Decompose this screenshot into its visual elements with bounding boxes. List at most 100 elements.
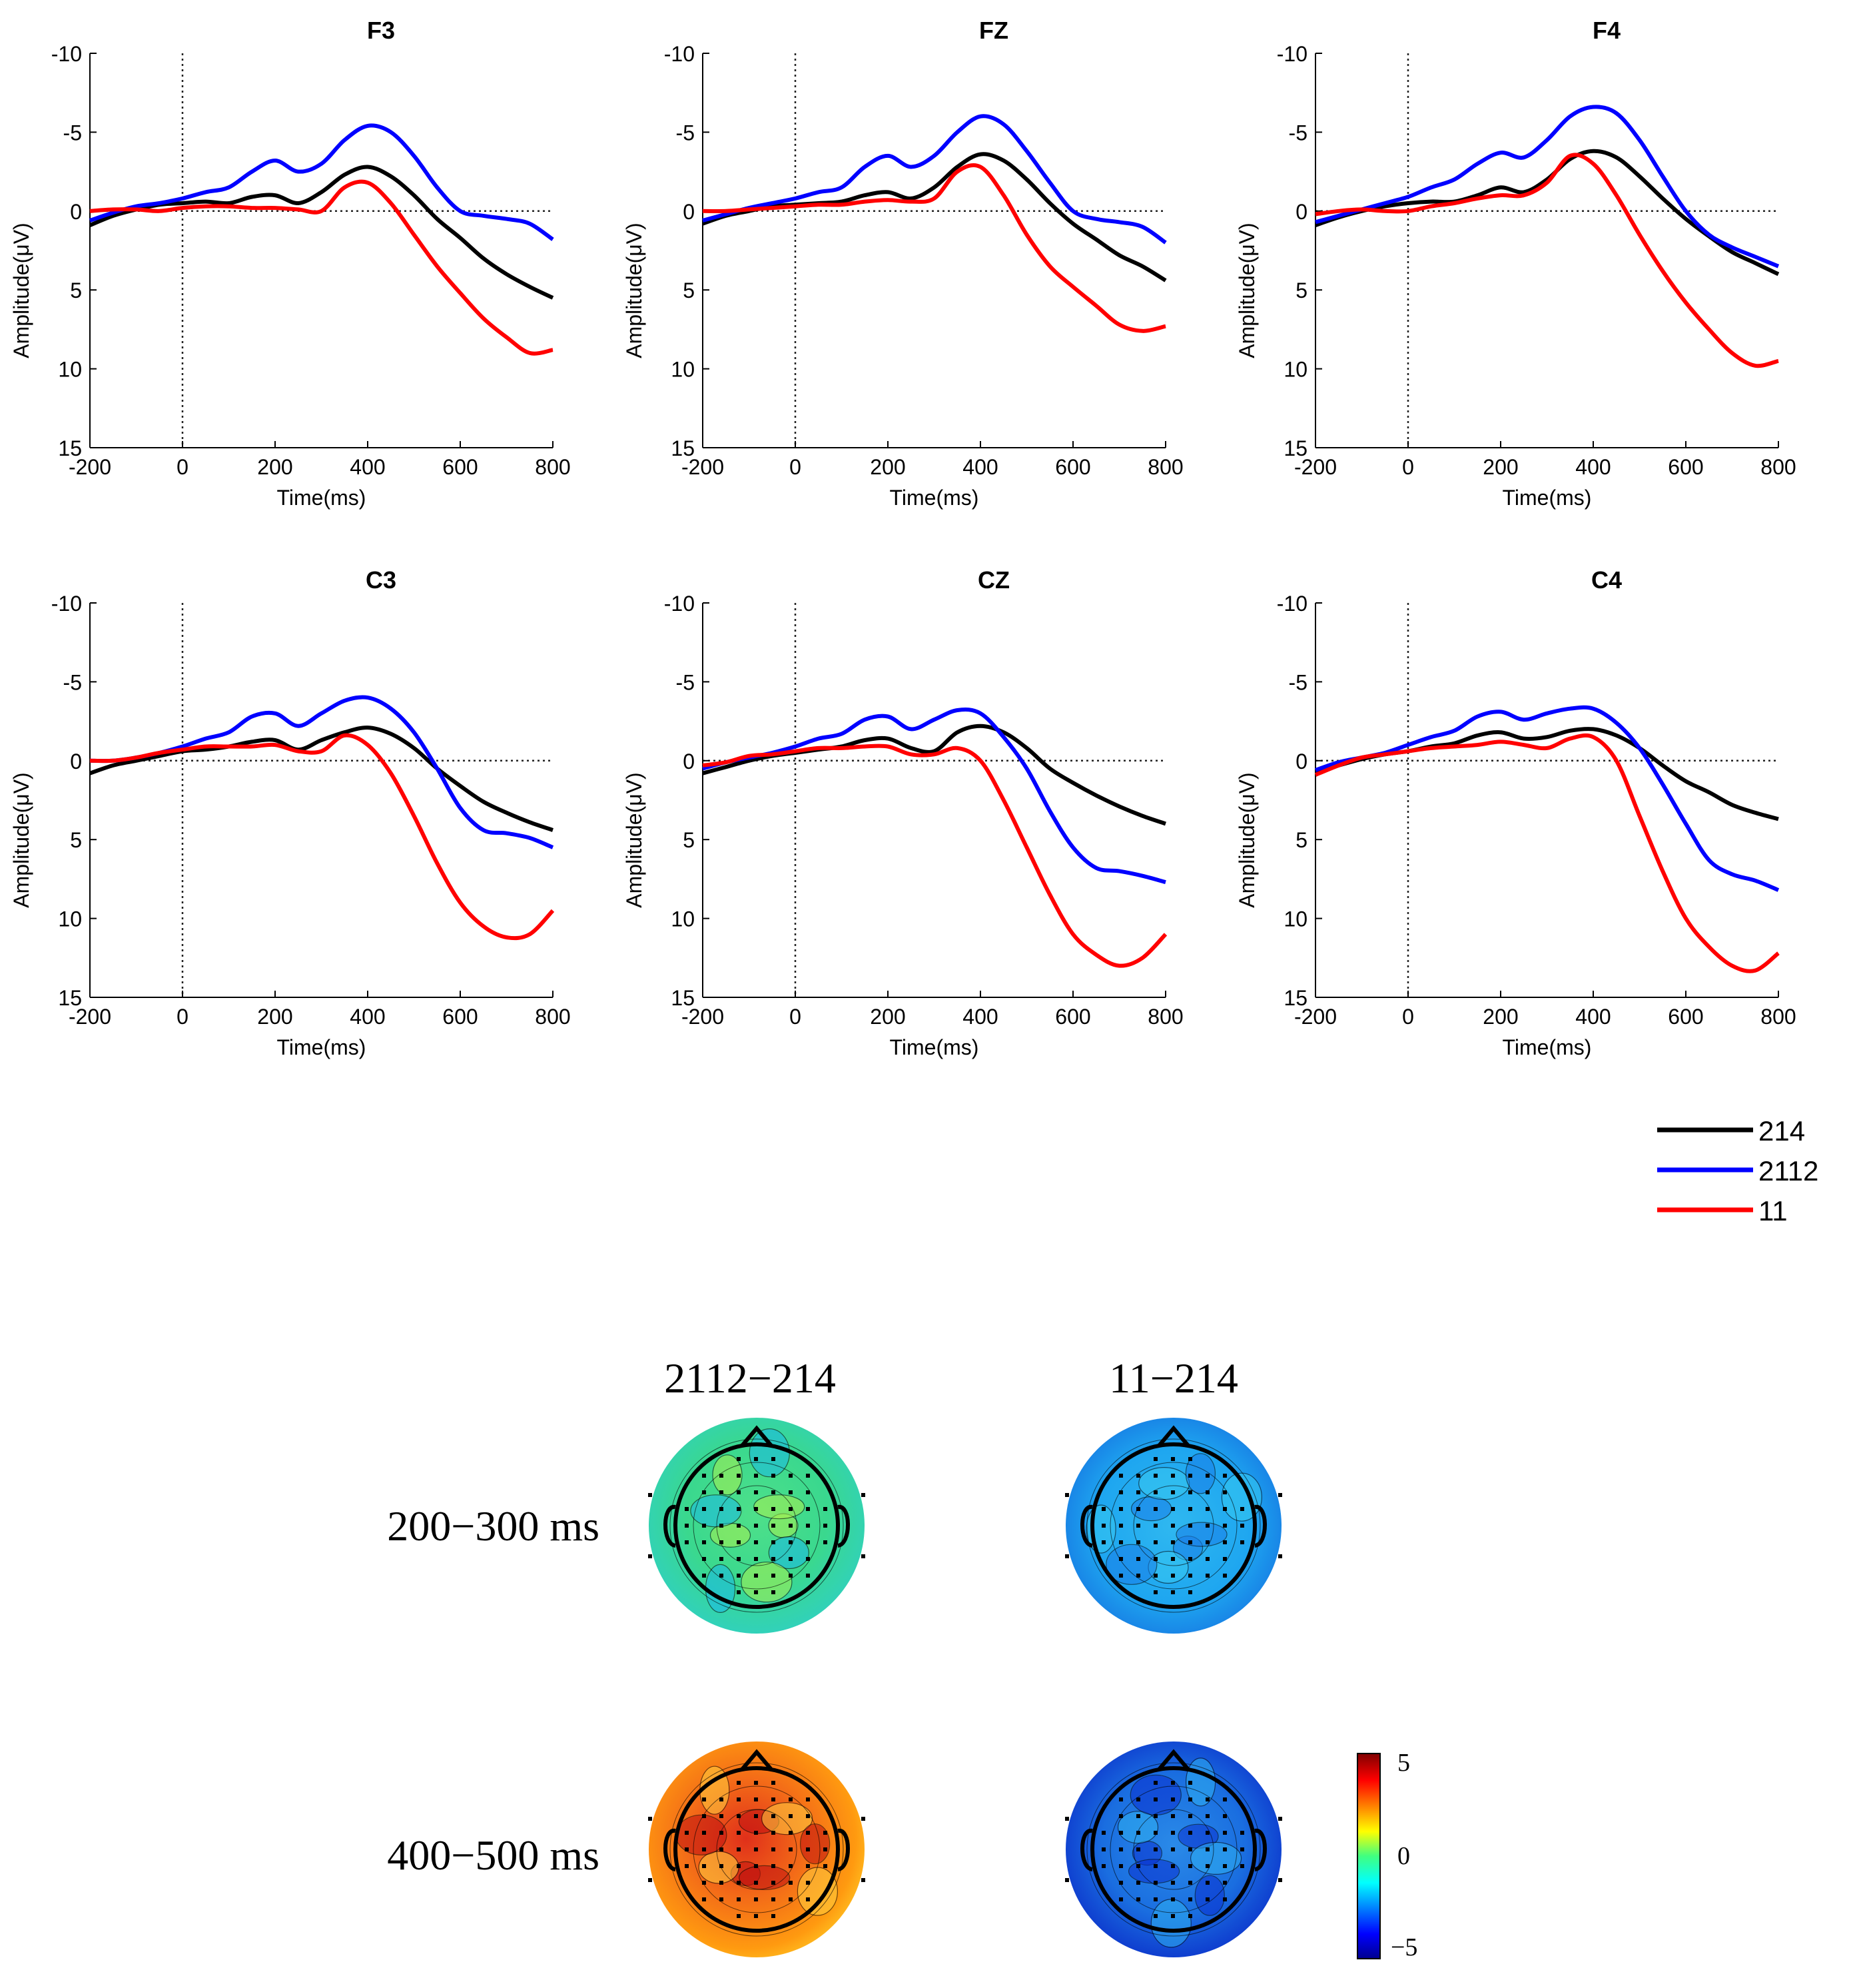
electrode [1154,1490,1158,1494]
y-tick-label: 0 [1296,749,1307,773]
electrode [702,1814,706,1818]
electrode [719,1507,723,1511]
electrode [806,1831,810,1835]
electrode [1171,1474,1175,1478]
topomap-blob [739,1865,791,1891]
electrode [1119,1507,1123,1511]
y-axis-label: Amplitude(μV) [622,223,646,358]
electrode [702,1557,706,1561]
electrode [789,1540,793,1544]
electrode [1102,1507,1106,1511]
electrode [1171,1897,1175,1901]
electrode [1206,1831,1210,1835]
electrode [702,1574,706,1578]
y-axis-label: Amplitude(μV) [9,223,33,358]
electrode [806,1574,810,1578]
electrode [1206,1524,1210,1528]
x-tick-label: -200 [1294,455,1337,479]
x-tick-label: 800 [535,1005,570,1029]
electrode [1102,1864,1106,1868]
x-tick-label: 400 [350,455,385,479]
y-tick-label: -10 [664,42,695,66]
electrode [754,1814,758,1818]
x-axis-label: Time(ms) [1503,1035,1592,1059]
topo-col-label-11-214: 11−214 [1109,1354,1238,1402]
electrode [1188,1574,1192,1578]
nose [1157,1425,1190,1447]
electrode [1223,1831,1227,1835]
electrode [1223,1847,1227,1851]
electrode [1188,1524,1192,1528]
electrode [737,1590,741,1594]
electrode [806,1540,810,1544]
right-ear [1254,1828,1267,1871]
x-tick-label: -200 [681,455,724,479]
electrode [823,1864,827,1868]
electrode [719,1540,723,1544]
panel-title: FZ [979,17,1008,44]
electrode [771,1507,775,1511]
erp-panel-fz: FZ -10 -5 0 5 10 15-200 0 200 400 600 800 Time(ms) Am… [622,17,1184,510]
electrode [806,1490,810,1494]
electrode [754,1797,758,1801]
electrode [771,1457,775,1461]
topography-section: 2112−214 11−214 200−300 ms 400−500 ms 5 … [387,1354,1417,1961]
topomap-blob [797,1867,839,1916]
electrode [737,1781,741,1785]
electrode [1188,1781,1192,1785]
electrode [1240,1831,1244,1835]
electrode [737,1574,741,1578]
electrode [702,1507,706,1511]
electrode [1119,1814,1123,1818]
electrode [1136,1474,1140,1478]
topomap-blob [761,1802,813,1835]
y-tick-label: 10 [58,358,82,382]
electrode [1188,1557,1192,1561]
electrode [1119,1897,1123,1901]
topomap-contour [1133,1809,1214,1890]
electrode [1206,1507,1210,1511]
electrode [1119,1474,1123,1478]
electrode [861,1878,865,1882]
electrode [789,1490,793,1494]
electrode [823,1507,827,1511]
head-outline [1090,1442,1257,1609]
electrode [1188,1797,1192,1801]
electrode [771,1574,775,1578]
electrode [1188,1490,1192,1494]
x-tick-label: 400 [1575,455,1611,479]
y-axis-label: Amplitude(μV) [1235,223,1259,358]
y-tick-label: 5 [683,278,695,302]
electrode [1154,1474,1158,1478]
electrode [1171,1540,1175,1544]
y-tick-label: -5 [63,670,82,694]
electrode [1154,1590,1158,1594]
y-tick-label: -5 [1289,121,1307,145]
electrode [702,1847,706,1851]
electrode [1171,1814,1175,1818]
electrode [737,1914,741,1918]
topo-col-label-2112-214: 2112−214 [664,1354,836,1402]
electrode [1206,1864,1210,1868]
head-outline [673,1442,840,1609]
y-tick-label: 15 [58,986,82,1010]
electrode [719,1814,723,1818]
electrode [1223,1797,1227,1801]
electrode [1154,1524,1158,1528]
electrode [1119,1831,1123,1835]
y-axis-label: Amplitude(μV) [1235,772,1259,907]
series-line-11 [89,179,554,356]
electrode [861,1493,865,1497]
electrode [702,1797,706,1801]
y-tick-label: 10 [58,907,82,931]
electrode [754,1490,758,1494]
x-tick-label: -200 [69,455,111,479]
electrode [806,1474,810,1478]
y-axis-label: Amplitude(μV) [622,772,646,907]
electrode [1240,1847,1244,1851]
right-ear [837,1828,850,1871]
electrode [754,1897,758,1901]
series-line-214 [702,724,1166,826]
electrode [1240,1540,1244,1544]
topomap-blob [705,1564,736,1614]
